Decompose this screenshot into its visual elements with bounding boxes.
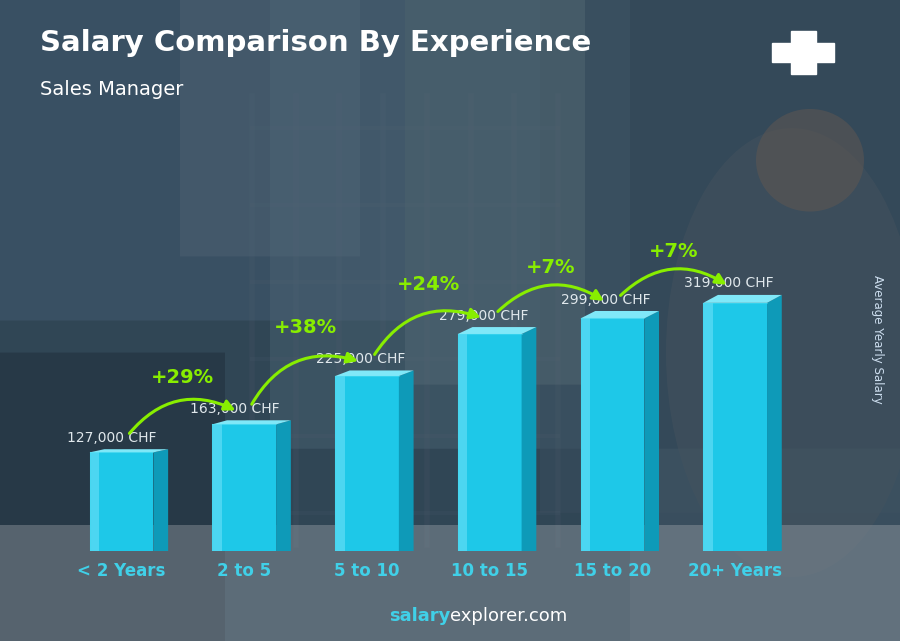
Polygon shape (335, 370, 414, 376)
Polygon shape (767, 295, 782, 551)
Polygon shape (458, 327, 536, 334)
Polygon shape (458, 334, 467, 551)
Text: Sales Manager: Sales Manager (40, 80, 184, 99)
Text: Average Yearly Salary: Average Yearly Salary (871, 276, 884, 404)
Polygon shape (703, 295, 782, 303)
Text: 225,000 CHF: 225,000 CHF (316, 352, 406, 366)
Polygon shape (335, 376, 399, 551)
Polygon shape (644, 311, 659, 551)
FancyBboxPatch shape (270, 0, 630, 449)
Polygon shape (212, 424, 276, 551)
Text: +24%: +24% (397, 274, 460, 294)
Bar (772, 44, 834, 62)
Polygon shape (703, 303, 767, 551)
Polygon shape (580, 319, 644, 551)
Text: 279,000 CHF: 279,000 CHF (439, 308, 528, 322)
Polygon shape (90, 453, 153, 551)
Text: +7%: +7% (526, 258, 576, 278)
Text: Salary Comparison By Experience: Salary Comparison By Experience (40, 29, 592, 57)
Text: +29%: +29% (151, 368, 214, 387)
Polygon shape (580, 311, 659, 319)
FancyBboxPatch shape (630, 449, 900, 641)
Text: salary: salary (389, 607, 450, 625)
Polygon shape (212, 424, 222, 551)
Text: explorer.com: explorer.com (450, 607, 567, 625)
Text: 319,000 CHF: 319,000 CHF (684, 276, 774, 290)
Polygon shape (276, 420, 291, 551)
FancyBboxPatch shape (0, 353, 225, 641)
Polygon shape (153, 449, 168, 551)
Text: 299,000 CHF: 299,000 CHF (562, 292, 651, 306)
Polygon shape (335, 376, 345, 551)
FancyBboxPatch shape (180, 0, 360, 256)
Bar (791, 31, 815, 74)
Polygon shape (90, 453, 99, 551)
Polygon shape (580, 319, 590, 551)
Text: +7%: +7% (649, 242, 698, 262)
FancyBboxPatch shape (0, 0, 405, 320)
FancyBboxPatch shape (405, 0, 585, 385)
FancyBboxPatch shape (540, 0, 900, 513)
Ellipse shape (666, 128, 900, 577)
Text: 127,000 CHF: 127,000 CHF (67, 431, 157, 445)
Polygon shape (458, 334, 522, 551)
Polygon shape (522, 327, 536, 551)
Polygon shape (399, 370, 414, 551)
Polygon shape (212, 420, 291, 424)
Polygon shape (90, 449, 168, 453)
Polygon shape (703, 303, 713, 551)
Text: 163,000 CHF: 163,000 CHF (190, 402, 279, 416)
Text: +38%: +38% (274, 318, 338, 337)
Ellipse shape (756, 109, 864, 212)
